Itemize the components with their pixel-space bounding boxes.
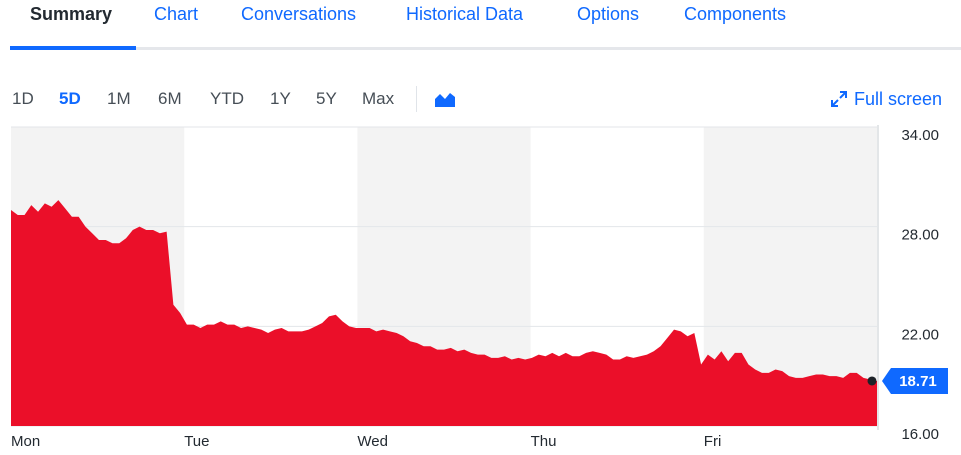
y-tick-label: 28.00 bbox=[901, 227, 939, 244]
tab-summary[interactable]: Summary bbox=[30, 4, 113, 24]
price-tag bbox=[882, 367, 948, 394]
last-price-dot bbox=[867, 376, 877, 386]
current-price-label: 18.71 bbox=[899, 373, 937, 390]
tab-conversations[interactable]: Conversations bbox=[241, 4, 357, 24]
x-day-label-thu: Thu bbox=[531, 433, 557, 450]
tab-options[interactable]: Options bbox=[577, 4, 640, 24]
range-6m-button[interactable]: 6M bbox=[158, 89, 182, 108]
range-5d-button[interactable]: 5D bbox=[59, 89, 81, 108]
tabs-divider bbox=[10, 47, 961, 50]
expand-arrows-icon bbox=[831, 91, 847, 107]
tab-historical-data[interactable]: Historical Data bbox=[406, 4, 524, 24]
y-tick-label: 34.00 bbox=[901, 127, 939, 144]
tab-components[interactable]: Components bbox=[684, 4, 787, 24]
full-screen-button[interactable]: Full screen bbox=[830, 89, 942, 110]
full-screen-label: Full screen bbox=[854, 89, 943, 109]
range-5y-button[interactable]: 5Y bbox=[316, 89, 337, 108]
range-1m-button[interactable]: 1M bbox=[107, 89, 131, 108]
x-day-label-wed: Wed bbox=[357, 433, 388, 450]
range-1d-button[interactable]: 1D bbox=[12, 89, 34, 108]
toolbar-divider bbox=[416, 86, 417, 112]
quote-nav-tabs: Summary Chart Conversations Historical D… bbox=[0, 0, 961, 52]
tab-chart[interactable]: Chart bbox=[154, 4, 199, 24]
price-area-series bbox=[11, 200, 877, 426]
range-max-button[interactable]: Max bbox=[362, 89, 395, 108]
x-day-label-mon: Mon bbox=[11, 433, 40, 450]
active-tab-indicator bbox=[10, 46, 136, 50]
x-day-label-fri: Fri bbox=[704, 433, 722, 450]
x-day-label-tue: Tue bbox=[184, 433, 209, 450]
y-tick-label: 16.00 bbox=[901, 426, 939, 443]
y-tick-label: 22.00 bbox=[901, 326, 939, 343]
range-ytd-button[interactable]: YTD bbox=[210, 89, 244, 108]
area-chart-icon[interactable] bbox=[434, 90, 456, 113]
range-1y-button[interactable]: 1Y bbox=[270, 89, 291, 108]
